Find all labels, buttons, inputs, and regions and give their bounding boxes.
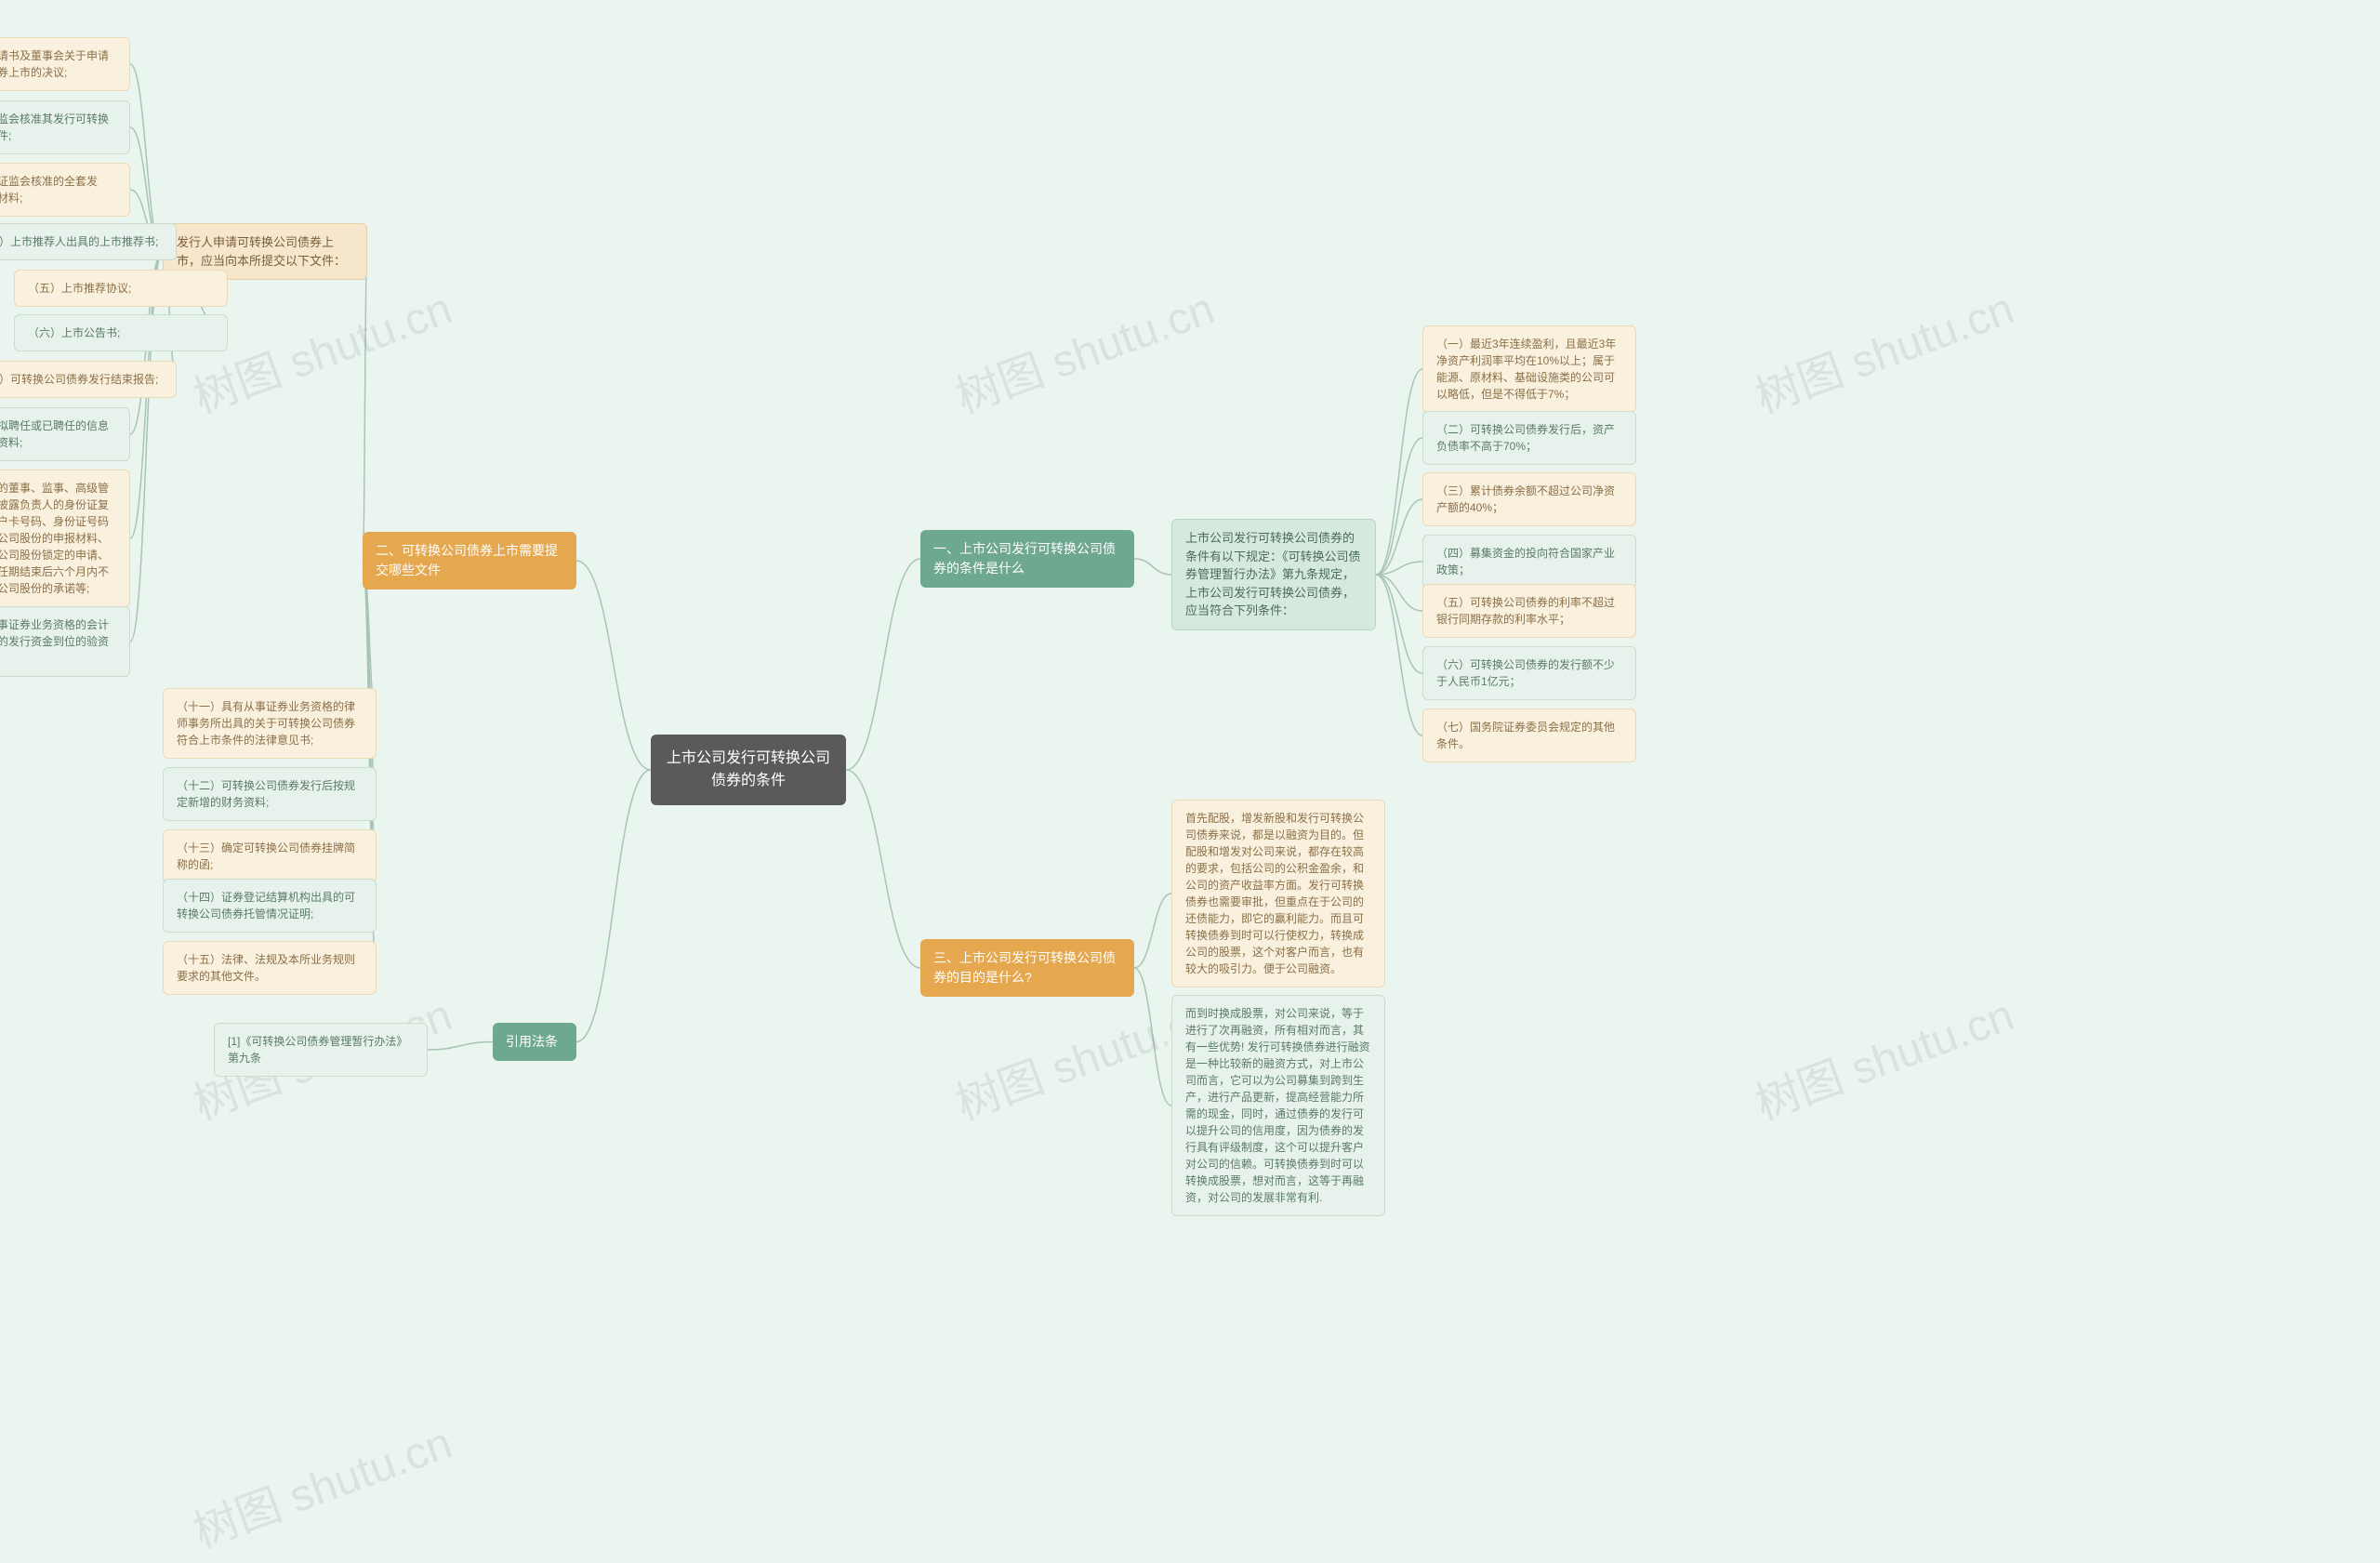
watermark: 树图 shutu.cn: [1745, 272, 2021, 425]
mindmap-node: （五）可转换公司债券的利率不超过银行同期存款的利率水平；: [1422, 584, 1636, 638]
mindmap-node: （十一）具有从事证券业务资格的律师事务所出具的关于可转换公司债券符合上市条件的法…: [163, 688, 377, 759]
mindmap-node: （三）经中国证监会核准的全套发行、上市申报材料;: [0, 163, 130, 217]
mindmap-node: 上市公司发行可转换公司债券的条件: [651, 735, 846, 805]
watermark: 树图 shutu.cn: [945, 272, 1222, 425]
mindmap-node: （二）中国证监会核准其发行可转换公司债券的文件;: [0, 100, 130, 154]
mindmap-node: （七）可转换公司债券发行结束报告;: [0, 361, 177, 398]
mindmap-node: 三、上市公司发行可转换公司债券的目的是什么?: [920, 939, 1134, 997]
mindmap-node: （十四）证券登记结算机构出具的可转换公司债券托管情况证明;: [163, 879, 377, 933]
mindmap-node: （二）可转换公司债券发行后，资产负债率不高于70%；: [1422, 411, 1636, 465]
mindmap-node: （六）可转换公司债券的发行额不少于人民币1亿元；: [1422, 646, 1636, 700]
mindmap-node: [1]《可转换公司债券管理暂行办法》第九条: [214, 1023, 428, 1077]
mindmap-node: （一）上市申请书及董事会关于申请可转换公司债券上市的决议;: [0, 37, 130, 91]
watermark: 树图 shutu.cn: [183, 1406, 459, 1559]
watermark: 树图 shutu.cn: [1745, 978, 2021, 1132]
mindmap-node: （十五）法律、法规及本所业务规则要求的其他文件。: [163, 941, 377, 995]
mindmap-node: （七）国务院证券委员会规定的其他条件。: [1422, 709, 1636, 762]
mindmap-node: （十）具有从事证券业务资格的会计师事务所出具的发行资金到位的验资报告;: [0, 606, 130, 677]
mindmap-node: 二、可转换公司债券上市需要提交哪些文件: [363, 532, 576, 589]
mindmap-node: （一）最近3年连续盈利，且最近3年净资产利润率平均在10%以上；属于能源、原材料…: [1422, 325, 1636, 413]
mindmap-node: （十三）确定可转换公司债券挂牌简称的函;: [163, 829, 377, 883]
mindmap-node: 首先配股，增发新股和发行可转换公司债券来说，都是以融资为目的。但配股和增发对公司…: [1171, 800, 1385, 987]
mindmap-node: （四）上市推荐人出具的上市推荐书;: [0, 223, 177, 260]
mindmap-node: （五）上市推荐协议;: [14, 270, 228, 307]
mindmap-node: 一、上市公司发行可转换公司债券的条件是什么: [920, 530, 1134, 588]
mindmap-node: （六）上市公告书;: [14, 314, 228, 351]
mindmap-node: （九）发行人的董事、监事、高级管理人员和信息披露负责人的身份证复印件、股东帐户卡…: [0, 470, 130, 607]
mindmap-node: （十二）可转换公司债券发行后按规定新增的财务资料;: [163, 767, 377, 821]
mindmap-node: 上市公司发行可转换公司债券的条件有以下规定：《可转换公司债券管理暂行办法》第九条…: [1171, 519, 1376, 630]
mindmap-node: （四）募集资金的投向符合国家产业政策；: [1422, 535, 1636, 589]
mindmap-node: 而到时换成股票，对公司来说，等于进行了次再融资，所有相对而言，其有一些优势! 发…: [1171, 995, 1385, 1216]
mindmap-node: （八）发行人拟聘任或已聘任的信息披露负责人的资料;: [0, 407, 130, 461]
mindmap-node: （三）累计债券余额不超过公司净资产额的40%；: [1422, 472, 1636, 526]
mindmap-node: 引用法条: [493, 1023, 576, 1061]
